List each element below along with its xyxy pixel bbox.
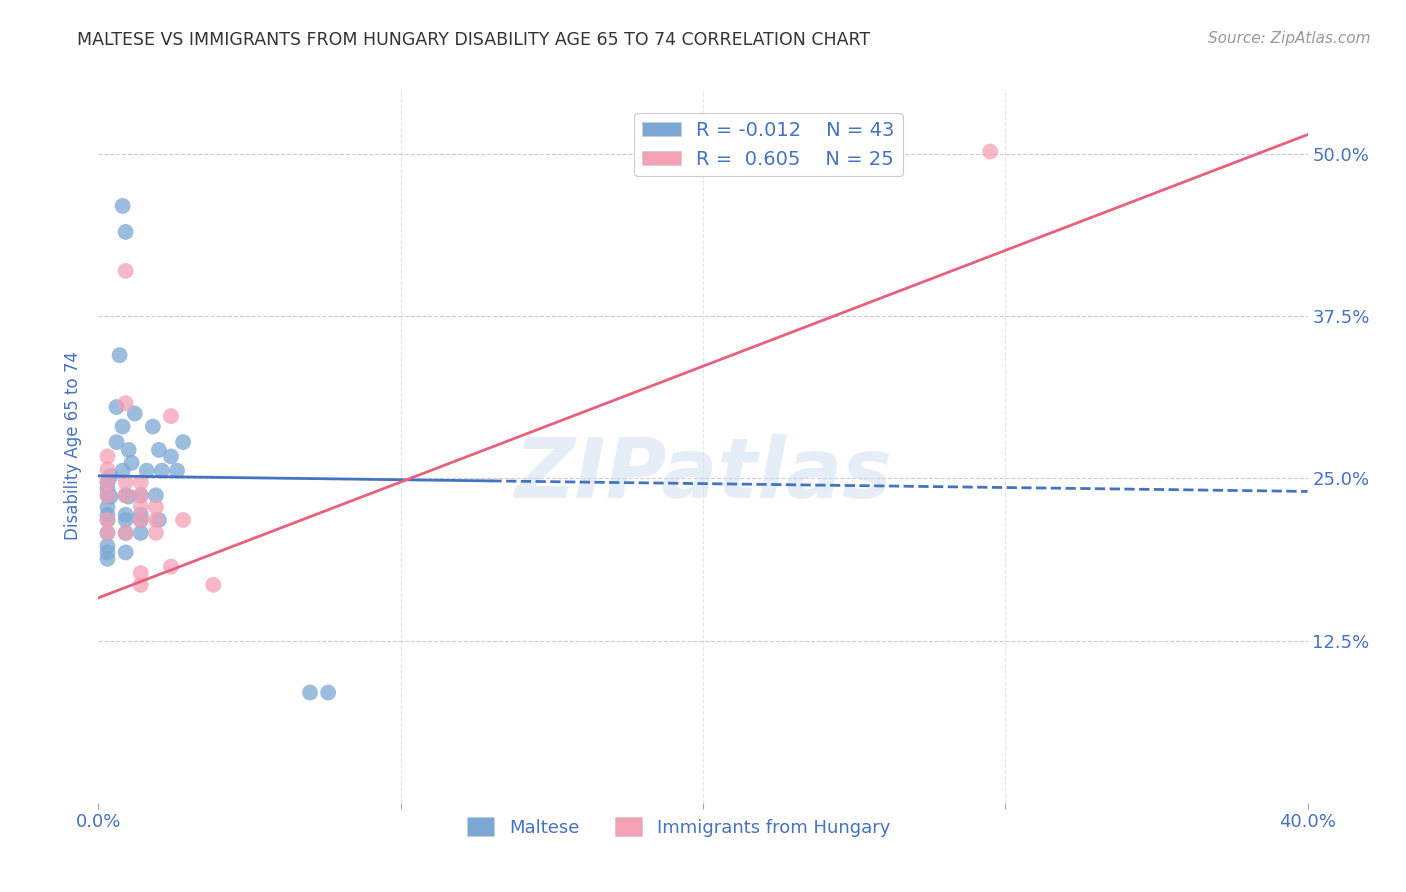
- Point: [114, 508, 136, 522]
- Text: ZIPatlas: ZIPatlas: [515, 434, 891, 515]
- Point: [96, 508, 118, 522]
- Point: [114, 488, 136, 502]
- Point: [129, 475, 152, 490]
- Y-axis label: Disability Age 65 to 74: Disability Age 65 to 74: [65, 351, 83, 541]
- Point: [96, 482, 118, 496]
- Point: [96, 513, 118, 527]
- Point: [114, 475, 136, 490]
- Point: [160, 409, 183, 424]
- Point: [96, 539, 118, 553]
- Point: [96, 450, 118, 464]
- Point: [114, 525, 136, 540]
- Point: [100, 468, 122, 483]
- Point: [114, 225, 136, 239]
- Point: [96, 513, 118, 527]
- Point: [96, 525, 118, 540]
- Point: [114, 525, 136, 540]
- Point: [135, 464, 157, 478]
- Point: [129, 578, 152, 592]
- Point: [96, 525, 118, 540]
- Point: [129, 488, 152, 502]
- Point: [172, 513, 194, 527]
- Point: [105, 400, 128, 414]
- Point: [118, 442, 141, 457]
- Point: [316, 685, 339, 699]
- Point: [108, 348, 131, 362]
- Point: [160, 559, 183, 574]
- Point: [111, 419, 134, 434]
- Point: [129, 488, 152, 502]
- Point: [979, 145, 1001, 159]
- Point: [129, 566, 152, 581]
- Point: [121, 456, 143, 470]
- Point: [124, 407, 146, 421]
- Point: [114, 488, 136, 502]
- Point: [160, 450, 183, 464]
- Point: [145, 500, 167, 514]
- Point: [96, 475, 118, 490]
- Point: [96, 475, 118, 490]
- Point: [142, 419, 165, 434]
- Point: [129, 508, 152, 522]
- Point: [129, 500, 152, 514]
- Point: [96, 552, 118, 566]
- Point: [96, 500, 118, 514]
- Point: [145, 488, 167, 502]
- Point: [145, 525, 167, 540]
- Point: [202, 578, 225, 592]
- Point: [148, 442, 170, 457]
- Point: [96, 488, 118, 502]
- Point: [111, 464, 134, 478]
- Point: [166, 464, 188, 478]
- Point: [96, 488, 118, 502]
- Point: [114, 513, 136, 527]
- Point: [96, 462, 118, 476]
- Text: Source: ZipAtlas.com: Source: ZipAtlas.com: [1208, 31, 1371, 46]
- Point: [129, 513, 152, 527]
- Point: [105, 435, 128, 450]
- Point: [96, 545, 118, 559]
- Point: [114, 396, 136, 410]
- Point: [114, 545, 136, 559]
- Point: [148, 513, 170, 527]
- Point: [129, 525, 152, 540]
- Point: [129, 513, 152, 527]
- Point: [114, 264, 136, 278]
- Point: [111, 199, 134, 213]
- Point: [100, 490, 122, 504]
- Legend: Maltese, Immigrants from Hungary: Maltese, Immigrants from Hungary: [460, 810, 897, 844]
- Point: [172, 435, 194, 450]
- Text: MALTESE VS IMMIGRANTS FROM HUNGARY DISABILITY AGE 65 TO 74 CORRELATION CHART: MALTESE VS IMMIGRANTS FROM HUNGARY DISAB…: [77, 31, 870, 49]
- Point: [145, 513, 167, 527]
- Point: [118, 490, 141, 504]
- Point: [299, 685, 322, 699]
- Point: [150, 464, 173, 478]
